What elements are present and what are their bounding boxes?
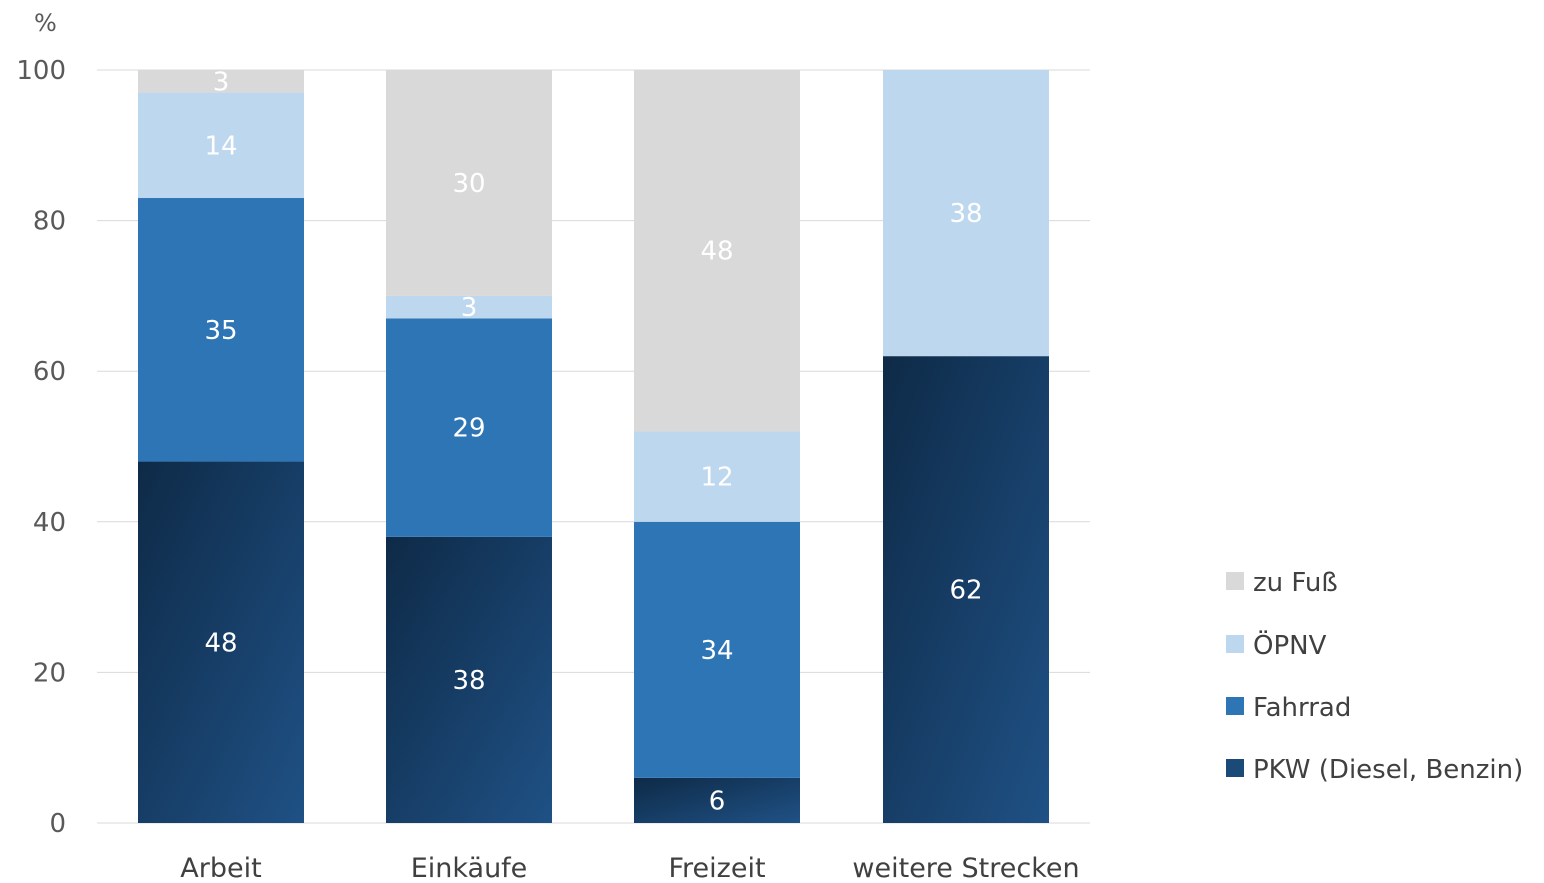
bar-weitere-strecken-pkw-diesel-benzin (883, 356, 1049, 823)
data-label-eink-ufe--pnv: 3 (461, 293, 478, 323)
legend-label-pkw-diesel-benzin: PKW (Diesel, Benzin) (1253, 755, 1523, 785)
y-tick-label-20: 20 (33, 658, 66, 688)
bar-arbeit-pkw-diesel-benzin (138, 461, 304, 823)
bar-freizeit-zu-fu (634, 70, 800, 432)
bar-eink-ufe--pnv (386, 295, 552, 319)
legend: zu Fuß ÖPNV Fahrrad PKW (Diesel, Benzin) (1226, 568, 1523, 785)
x-axis-labels: Arbeit Einkäufe Freizeit weitere Strecken (180, 853, 1079, 883)
bars: 48 35 14 3 38 29 3 30 6 34 12 48 62 38 (138, 67, 1049, 823)
bar-freizeit-fahrrad (634, 521, 800, 778)
data-label-arbeit-zu-fu: 3 (213, 67, 230, 97)
data-label-weitere-strecken--pnv: 38 (949, 199, 982, 229)
y-axis-ticks: 0 20 40 60 80 100 (16, 56, 66, 839)
data-label-freizeit--pnv: 12 (700, 463, 733, 493)
bar-arbeit--pnv (138, 92, 304, 199)
legend-swatch-pkw-diesel-benzin (1226, 759, 1244, 777)
data-label-eink-ufe-pkw-diesel-benzin: 38 (452, 666, 485, 696)
bar-weitere-strecken--pnv (883, 70, 1049, 357)
y-tick-label-0: 0 (49, 809, 66, 839)
bar-eink-ufe-fahrrad (386, 318, 552, 537)
y-tick-label-80: 80 (33, 207, 66, 237)
data-label-eink-ufe-zu-fu: 30 (452, 169, 485, 199)
bar-freizeit-pkw-diesel-benzin (634, 777, 800, 823)
legend-swatch-fahrrad (1226, 697, 1244, 715)
bar-arbeit-fahrrad (138, 198, 304, 462)
data-label-arbeit--pnv: 14 (204, 131, 237, 161)
data-label-eink-ufe-fahrrad: 29 (452, 414, 485, 444)
data-label-arbeit-fahrrad: 35 (204, 316, 237, 346)
x-category-label-eink-ufe: Einkäufe (411, 853, 528, 883)
legend-swatch-zu-fu (1226, 572, 1244, 590)
x-category-label-weitere-strecken: weitere Strecken (852, 853, 1079, 883)
legend-label-fahrrad: Fahrrad (1253, 693, 1351, 723)
data-label-arbeit-pkw-diesel-benzin: 48 (204, 628, 237, 658)
legend-label--pnv: ÖPNV (1253, 629, 1327, 661)
x-category-label-arbeit: Arbeit (180, 853, 261, 883)
bar-eink-ufe-zu-fu (386, 70, 552, 296)
data-label-weitere-strecken-pkw-diesel-benzin: 62 (949, 576, 982, 606)
y-tick-label-100: 100 (16, 56, 66, 86)
y-axis-unit-label: % (34, 9, 57, 37)
bar-freizeit--pnv (634, 431, 800, 522)
legend-swatch--pnv (1226, 635, 1244, 653)
data-label-freizeit-fahrrad: 34 (700, 636, 733, 666)
legend-label-zu-fu: zu Fuß (1253, 568, 1338, 598)
bar-eink-ufe-pkw-diesel-benzin (386, 536, 552, 823)
data-label-freizeit-pkw-diesel-benzin: 6 (709, 786, 726, 816)
y-tick-label-60: 60 (33, 357, 66, 387)
data-label-freizeit-zu-fu: 48 (700, 237, 733, 267)
x-category-label-freizeit: Freizeit (668, 853, 765, 883)
y-tick-label-40: 40 (33, 508, 66, 538)
bar-arbeit-zu-fu (138, 70, 304, 93)
